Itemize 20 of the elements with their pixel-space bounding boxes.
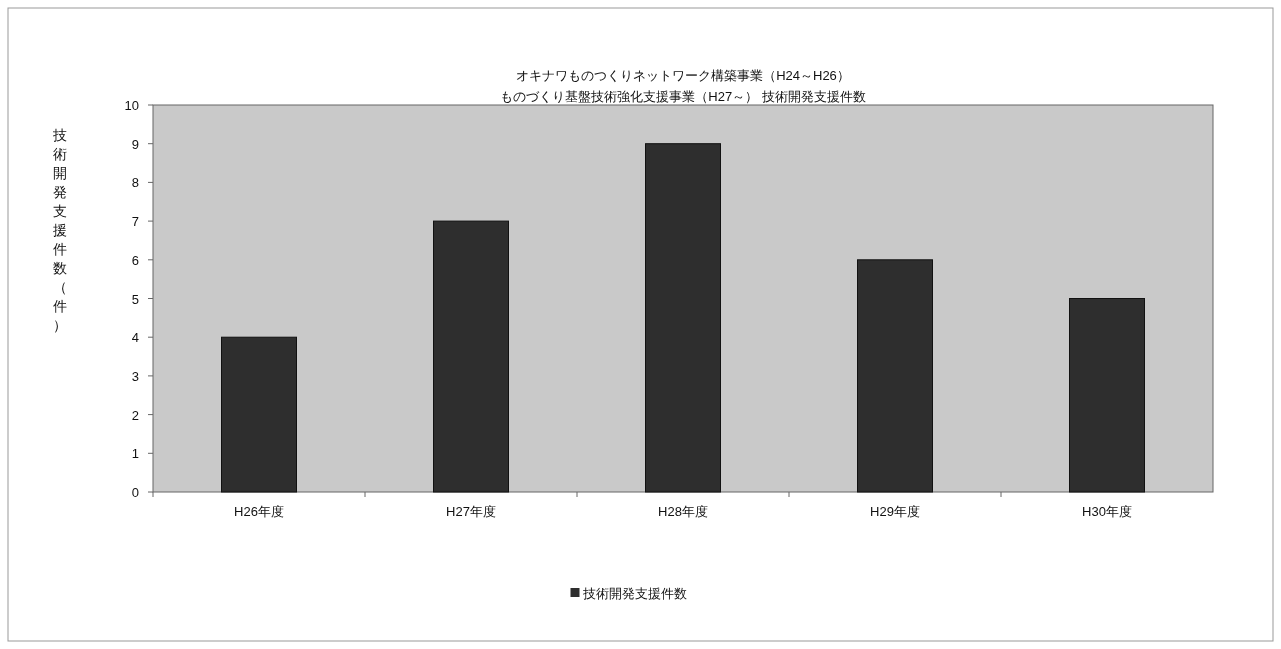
y-tick-label: 9 <box>131 136 139 152</box>
y-tick-label: 6 <box>131 252 139 268</box>
subtitle: ものづくり基盤技術強化支援事業（H27～） 技術開発支援件数 <box>500 89 866 104</box>
y-tick-label: 3 <box>131 368 139 384</box>
x-tick-label: H27年度 <box>446 504 496 519</box>
y-tick-label: 1 <box>131 446 139 462</box>
y-tick-label: 5 <box>131 291 139 307</box>
title: オキナワものつくりネットワーク構築事業（H24～H26） <box>516 68 850 83</box>
legend: 技術開発支援件数 <box>570 586 687 601</box>
x-tick-label: H26年度 <box>234 504 284 519</box>
y-tick-label: 8 <box>131 175 139 191</box>
y-tick-label: 2 <box>131 407 139 423</box>
y-tick-label: 7 <box>131 214 139 230</box>
y-tick-label: 0 <box>131 485 139 500</box>
x-tick-label: H29年度 <box>870 504 920 519</box>
x-tick-label: H28年度 <box>658 504 708 519</box>
y-tick-label: 10 <box>124 98 139 113</box>
y-tick-label: 4 <box>131 330 139 346</box>
x-tick-label: H30年度 <box>1082 504 1132 519</box>
ylabel: 技術開発支援件数（件） <box>53 127 67 333</box>
